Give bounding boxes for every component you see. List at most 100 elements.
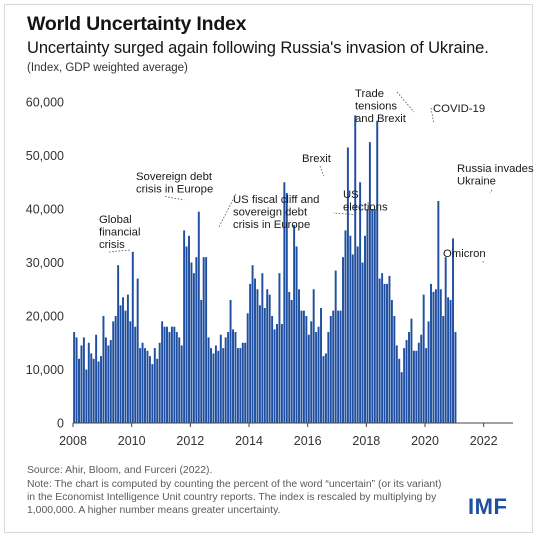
x-tick-label: 2008 <box>59 434 87 448</box>
bar <box>85 369 88 423</box>
bar <box>427 321 430 423</box>
bar <box>126 294 129 423</box>
bar <box>151 364 154 423</box>
bar <box>439 289 442 423</box>
bar <box>395 345 398 423</box>
bar <box>195 257 198 423</box>
bar <box>100 356 102 423</box>
bar <box>276 324 278 423</box>
source-text: Source: Ahir, Bloom, and Furceri (2022). <box>27 465 213 476</box>
bar <box>258 305 261 423</box>
bar <box>361 262 364 423</box>
bar <box>329 316 332 423</box>
x-tick-label: 2012 <box>176 434 204 448</box>
bar <box>322 356 325 423</box>
chart-frame <box>4 4 533 533</box>
bar <box>405 340 408 423</box>
bar <box>298 289 300 423</box>
bar <box>75 337 78 423</box>
y-tick-label: 60,000 <box>26 96 64 110</box>
annotation-leader <box>489 189 493 194</box>
bar <box>144 348 146 423</box>
bar <box>200 299 203 423</box>
bar <box>117 265 120 423</box>
bar <box>212 353 215 423</box>
bar <box>92 358 95 423</box>
bar <box>114 316 117 423</box>
bar <box>249 283 252 423</box>
bar <box>90 353 93 423</box>
bar <box>95 334 98 423</box>
annotation-label: Trade tensions and Brexit <box>355 88 407 125</box>
bar <box>244 342 247 423</box>
y-tick-label: 30,000 <box>26 256 64 270</box>
y-tick-label: 10,000 <box>26 363 64 377</box>
bar <box>444 257 447 423</box>
x-tick-label: 2020 <box>411 434 439 448</box>
bar <box>364 235 366 423</box>
annotation-label: US elections <box>343 189 388 214</box>
bar <box>295 246 298 423</box>
bar <box>437 200 440 423</box>
bar <box>381 273 384 423</box>
bar <box>390 299 393 423</box>
bar <box>317 326 320 423</box>
bar <box>148 356 151 423</box>
bar <box>256 289 259 423</box>
bar <box>112 321 115 423</box>
bar <box>337 310 340 423</box>
bar <box>214 345 217 423</box>
bar <box>268 294 271 423</box>
bar <box>408 332 410 423</box>
bar <box>430 283 432 423</box>
bar <box>420 334 423 423</box>
bar <box>222 348 225 423</box>
bar <box>315 332 318 423</box>
bar <box>334 270 337 423</box>
bar <box>302 310 305 423</box>
bar <box>80 345 83 423</box>
bar <box>307 334 310 423</box>
y-tick-label: 0 <box>57 417 64 431</box>
bar <box>273 329 276 423</box>
annotation-label: Russia invades Ukraine <box>457 163 534 188</box>
bar <box>293 225 296 423</box>
bar <box>134 326 137 423</box>
x-tick-label: 2022 <box>470 434 498 448</box>
bar <box>190 262 193 423</box>
bar <box>378 278 381 423</box>
bar <box>73 332 76 423</box>
bar <box>359 182 362 423</box>
bar <box>82 337 85 423</box>
annotation-label: Brexit <box>302 153 332 165</box>
bar <box>283 182 286 423</box>
note-text: Note: The chart is computed by counting … <box>27 479 442 517</box>
bar <box>156 358 159 423</box>
annotation-leader <box>430 107 434 123</box>
bar <box>161 321 164 423</box>
bar <box>327 332 330 423</box>
annotation-leader <box>319 165 324 177</box>
bar <box>422 294 425 423</box>
annotation-leader <box>164 196 185 201</box>
bar <box>131 251 134 423</box>
bar <box>122 297 124 423</box>
bar <box>202 257 205 423</box>
bar <box>373 209 376 423</box>
bar <box>166 326 168 423</box>
bar <box>442 316 445 423</box>
bar <box>180 345 183 423</box>
bar <box>300 310 303 423</box>
bar <box>241 342 244 423</box>
bar <box>312 289 315 423</box>
bar <box>342 257 344 423</box>
bar <box>351 254 354 423</box>
bar <box>368 142 371 423</box>
bar <box>78 358 80 423</box>
bar <box>278 273 281 423</box>
bar <box>366 209 369 423</box>
bar <box>447 297 450 423</box>
chart-units: (Index, GDP weighted average) <box>27 62 188 74</box>
bar <box>320 307 322 423</box>
bar <box>146 350 149 423</box>
